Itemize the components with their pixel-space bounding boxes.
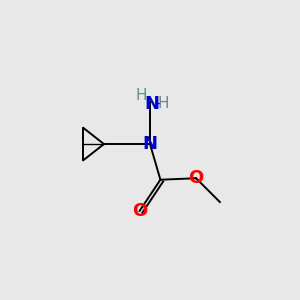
Text: H: H <box>135 88 147 104</box>
Text: -: - <box>155 96 160 111</box>
Text: O: O <box>132 202 147 220</box>
Text: N: N <box>142 135 158 153</box>
Text: O: O <box>188 169 204 187</box>
Text: N: N <box>144 95 159 113</box>
Text: H: H <box>157 95 169 110</box>
